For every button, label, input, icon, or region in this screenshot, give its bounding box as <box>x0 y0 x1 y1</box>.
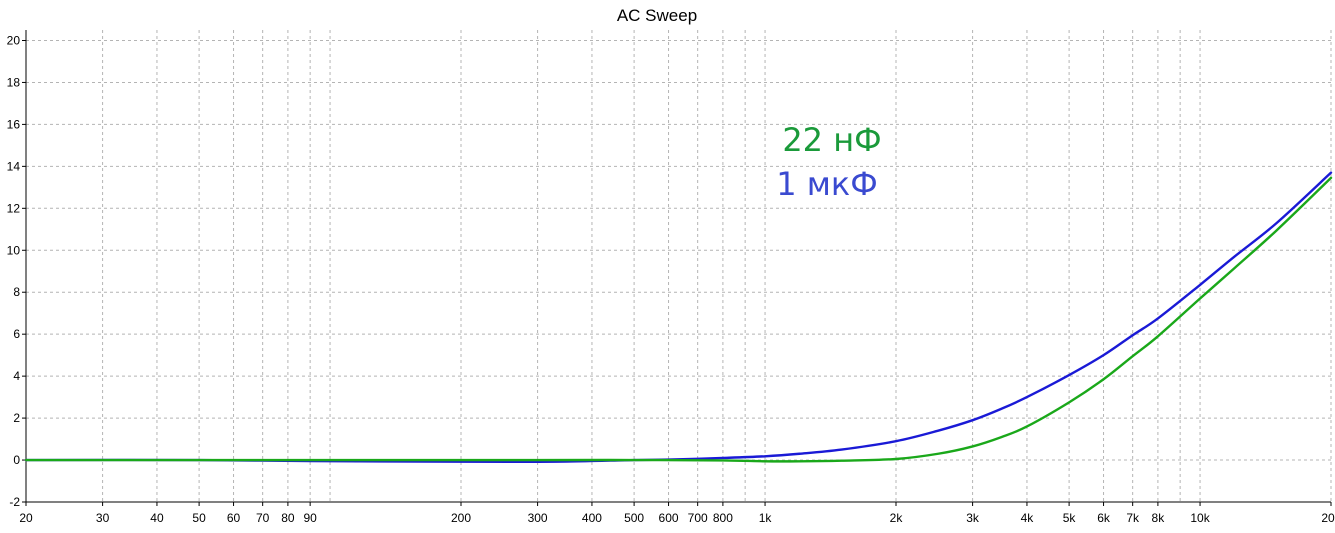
x-tick-label: 70 <box>256 511 270 525</box>
y-tick-label: 14 <box>7 159 21 173</box>
series-line-1 <box>24 176 1333 463</box>
x-tick-label: 6k <box>1097 511 1111 525</box>
annotation-1uf: 1 мкФ <box>776 165 878 203</box>
series-line-0 <box>24 171 1333 464</box>
grid-layer <box>25 30 1332 503</box>
x-tick-label: 4k <box>1021 511 1035 525</box>
y-tick-label: -2 <box>9 495 20 509</box>
x-tick-label: 7k <box>1126 511 1140 525</box>
x-tick-label: 600 <box>659 511 679 525</box>
x-tick-label: 3k <box>966 511 980 525</box>
series-layer <box>24 171 1333 464</box>
x-tick-label: 90 <box>303 511 317 525</box>
x-tick-label: 400 <box>582 511 602 525</box>
y-tick-label: 16 <box>7 117 21 131</box>
x-tick-label: 50 <box>192 511 206 525</box>
y-tick-label: 2 <box>13 411 20 425</box>
x-tick-label: 700 <box>688 511 708 525</box>
y-tick-label: 10 <box>7 243 21 257</box>
x-tick-label: 500 <box>624 511 644 525</box>
x-tick-label: 30 <box>96 511 110 525</box>
x-tick-label: 200 <box>451 511 471 525</box>
y-tick-label: 20 <box>7 33 21 47</box>
y-tick-label: 4 <box>13 369 20 383</box>
x-tick-label: 40 <box>150 511 164 525</box>
y-tick-label: 0 <box>13 453 20 467</box>
y-tick-label: 18 <box>7 75 21 89</box>
axis-layer: 20 30 40 50 60 70 80 90 200 300 400 500 600 700 800 1k 2… <box>7 30 1335 525</box>
x-tick-label: 60 <box>227 511 241 525</box>
x-tick-label: 2k <box>890 511 904 525</box>
annotation-22nf: 22 нФ <box>782 121 881 159</box>
x-tick-label: 300 <box>528 511 548 525</box>
x-tick-label: 800 <box>713 511 733 525</box>
chart-title: AC Sweep <box>617 6 697 25</box>
x-tick-label: 20k <box>1321 511 1335 525</box>
x-tick-label: 10k <box>1190 511 1210 525</box>
x-tick-label: 5k <box>1063 511 1077 525</box>
y-tick-label: 12 <box>7 201 21 215</box>
x-tick-label: 20 <box>19 511 33 525</box>
x-tick-label: 8k <box>1152 511 1166 525</box>
y-tick-label: 8 <box>13 285 20 299</box>
x-tick-label: 80 <box>281 511 295 525</box>
y-tick-label: 6 <box>13 327 20 341</box>
x-tick-label: 1k <box>759 511 773 525</box>
